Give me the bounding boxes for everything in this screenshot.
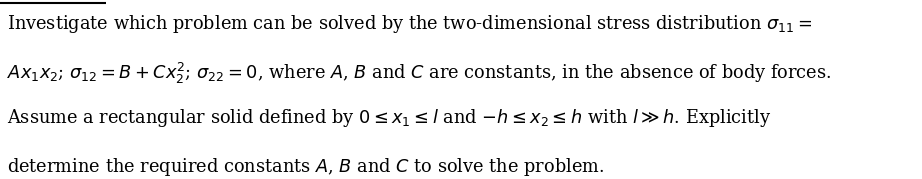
Text: determine the required constants $A$, $B$ and $C$ to solve the problem.: determine the required constants $A$, $B…	[7, 156, 605, 178]
Text: Investigate which problem can be solved by the two-dimensional stress distributi: Investigate which problem can be solved …	[7, 13, 813, 35]
Text: Assume a rectangular solid defined by $0 \leq x_1 \leq l$ and $-h \leq x_2 \leq : Assume a rectangular solid defined by $0…	[7, 107, 772, 129]
Text: $Ax_1x_2$; $\sigma_{12} = B + Cx_2^2$; $\sigma_{22} = 0$, where $A$, $B$ and $C$: $Ax_1x_2$; $\sigma_{12} = B + Cx_2^2$; $…	[7, 61, 832, 86]
